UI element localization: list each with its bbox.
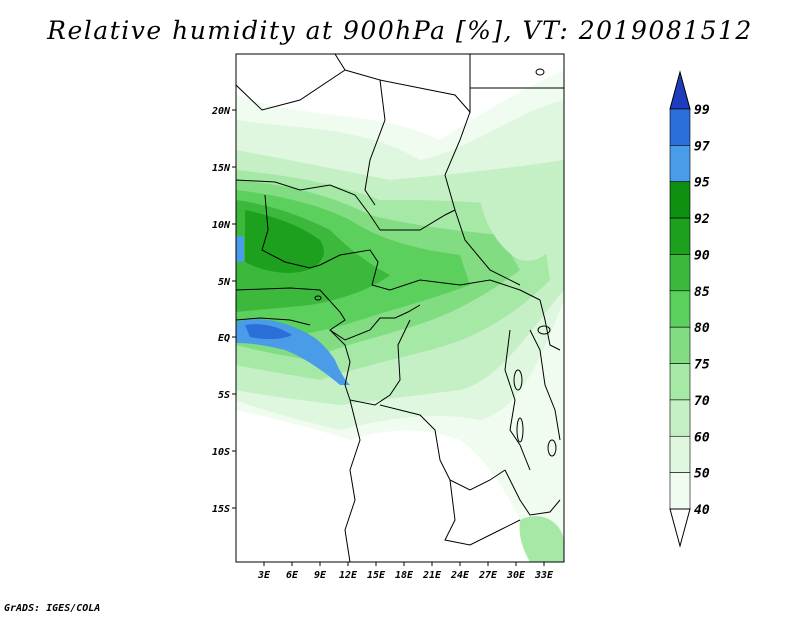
rh-90-region — [245, 210, 324, 273]
rh-95-west-region — [236, 236, 244, 262]
colorbar-swatch — [669, 254, 691, 292]
border-line — [236, 179, 381, 231]
border-line — [329, 319, 411, 406]
colorbar-label: 50 — [694, 467, 710, 482]
lon-label: 3E — [257, 570, 271, 581]
lon-label: 15E — [367, 570, 386, 581]
country-borders — [236, 54, 564, 562]
border-line — [236, 317, 311, 326]
border-line — [379, 54, 471, 114]
map-frame — [235, 53, 565, 563]
colorbar-label: 75 — [694, 358, 710, 373]
border-line — [380, 209, 456, 231]
map-title: Relative humidity at 900hPa [%], VT: 201… — [47, 16, 753, 45]
border-line — [379, 404, 506, 491]
lon-label: 18E — [395, 570, 414, 581]
colorbar-label: 99 — [694, 103, 710, 118]
lon-label: 24E — [450, 570, 470, 581]
rh-east-green-region — [480, 176, 556, 261]
lake-outline — [516, 417, 524, 443]
colorbar-label: 80 — [694, 321, 710, 336]
colorbar-swatch — [669, 217, 691, 255]
lakes — [314, 68, 557, 457]
colorbar-swatch — [669, 145, 691, 183]
colorbar-label: 90 — [694, 248, 710, 263]
colorbar: 99 97 95 92 90 85 80 75 70 60 50 40 — [669, 70, 710, 548]
border-line — [444, 479, 521, 546]
lake-outline — [513, 369, 523, 391]
lon-label: 27E — [478, 570, 498, 581]
lon-label: 21E — [422, 570, 442, 581]
colorbar-label: 40 — [694, 503, 710, 518]
colorbar-swatch — [669, 108, 691, 146]
lake-outline — [547, 439, 557, 457]
rh-97-region — [245, 324, 292, 340]
lat-label: 15N — [212, 163, 231, 174]
lon-label: 33E — [534, 570, 554, 581]
lat-label: 10N — [212, 220, 231, 231]
lat-label: EQ — [218, 333, 230, 344]
lake-outline — [537, 325, 551, 335]
border-line — [236, 287, 421, 341]
border-line — [504, 469, 561, 516]
lat-label: 5N — [218, 277, 231, 288]
colorbar-swatch — [669, 181, 691, 219]
colorbar-label: 70 — [694, 394, 710, 409]
latitude-axis: 20N 15N 10N 5N EQ 5S 10S 15S — [211, 106, 236, 515]
colorbar-bottom-arrow — [669, 508, 691, 548]
border-line — [344, 399, 361, 562]
footer-credit: GrADS: IGES/COLA — [4, 603, 101, 614]
border-line — [236, 54, 346, 111]
colorbar-swatch — [669, 435, 691, 473]
longitude-axis: 3E 6E 9E 12E 15E 18E 21E 24E 27E 30E 33E — [257, 562, 554, 581]
colorbar-label: 60 — [694, 430, 710, 445]
lake-outline — [314, 295, 322, 301]
border-line — [344, 69, 386, 206]
colorbar-swatch — [669, 290, 691, 328]
lat-label: 5S — [218, 390, 230, 401]
colorbar-swatch — [669, 363, 691, 401]
border-line — [539, 299, 561, 351]
rh-southeast-green-region — [519, 516, 564, 562]
border-line — [504, 329, 531, 471]
lat-label: 15S — [212, 504, 230, 515]
lon-label: 6E — [286, 570, 299, 581]
colorbar-label: 97 — [694, 139, 710, 154]
colorbar-swatch — [669, 399, 691, 437]
lon-label: 12E — [339, 570, 358, 581]
lat-label: 10S — [212, 447, 230, 458]
border-line — [319, 249, 541, 301]
colorbar-label: 85 — [694, 285, 710, 300]
lat-label: 20N — [211, 106, 231, 117]
colorbar-swatch — [669, 472, 691, 510]
colorbar-top-arrow — [669, 70, 691, 110]
lon-label: 9E — [314, 570, 327, 581]
lake-outline — [535, 68, 545, 76]
lon-label: 30E — [506, 570, 526, 581]
border-line — [261, 194, 321, 269]
border-line — [529, 329, 561, 441]
colorbar-label: 92 — [694, 212, 710, 227]
colorbar-swatch — [669, 326, 691, 364]
colorbar-label: 95 — [694, 176, 710, 191]
